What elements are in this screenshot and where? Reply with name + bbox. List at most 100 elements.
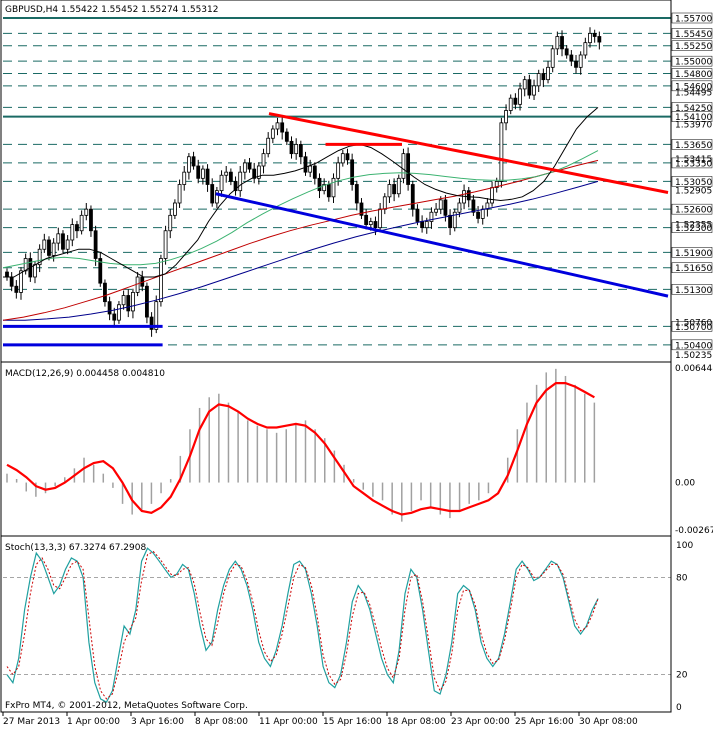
candle-body xyxy=(191,156,196,167)
price-label-box xyxy=(671,68,713,79)
candle-body xyxy=(224,171,229,176)
candle-body xyxy=(345,153,350,161)
stoch-header: Stoch(13,3,3) 67.3274 67.2908 xyxy=(5,543,146,553)
candle-body xyxy=(177,184,182,204)
candle-body xyxy=(261,153,266,167)
trendlines xyxy=(3,112,669,347)
candle-body xyxy=(368,221,373,225)
candle-body xyxy=(410,184,415,210)
stoch-tick-label: 100 xyxy=(676,541,693,551)
candle-body xyxy=(289,140,294,155)
copyright-text: FxPro MT4, © 2001-2012, MetaQuotes Softw… xyxy=(5,701,248,711)
trendline-red-upper xyxy=(268,112,669,194)
price-label-box xyxy=(671,222,713,233)
x-tick-label: 23 Apr 00:00 xyxy=(451,717,510,727)
candle-body xyxy=(214,190,219,204)
candle-body xyxy=(485,202,490,210)
price-tick-label: 1.51650 xyxy=(675,264,712,274)
price-tick-label: 1.53350 xyxy=(675,159,712,169)
candle-body xyxy=(336,162,341,179)
grid xyxy=(3,17,671,346)
candle-body xyxy=(42,239,47,250)
candle-body xyxy=(588,33,592,44)
candles xyxy=(5,27,602,337)
price-minor-label: 1.50235 xyxy=(675,351,712,361)
candle-body xyxy=(364,214,369,225)
candle-body xyxy=(256,165,261,179)
candle-body xyxy=(546,66,550,81)
candle-body xyxy=(200,168,205,179)
price-axis-labels: 1.55700 1.55450 1.55250 1.55000 1.54800 1.546… xyxy=(671,12,713,361)
panel-frames xyxy=(0,0,672,713)
moving-averages xyxy=(2,107,599,321)
candle-body xyxy=(415,208,420,222)
candle-body xyxy=(33,264,37,278)
price-minor-label: 1.53415 xyxy=(675,155,712,165)
stoch-main-line xyxy=(6,547,599,703)
candle-body xyxy=(294,144,299,155)
price-label-box xyxy=(671,139,713,150)
price-label-box xyxy=(671,321,713,332)
candle-body xyxy=(51,242,56,256)
price-tick-label: 1.50400 xyxy=(675,341,712,351)
price-tick-label: 1.53050 xyxy=(675,178,712,188)
candle-body xyxy=(89,208,93,232)
ma-blue-line xyxy=(3,180,599,321)
candle-body xyxy=(275,122,280,130)
candle-body xyxy=(84,208,89,216)
ma-fast-line xyxy=(3,107,599,278)
candle-body xyxy=(61,233,65,250)
candle-body xyxy=(457,202,462,213)
candle-body xyxy=(522,79,527,90)
candle-body xyxy=(163,230,168,259)
price-label-box xyxy=(671,157,713,169)
candle-body xyxy=(354,184,359,204)
x-tick-label: 30 Apr 08:00 xyxy=(579,717,638,727)
candle-body xyxy=(532,85,536,96)
x-tick-label: 27 Mar 2013 xyxy=(3,717,60,727)
candle-body xyxy=(574,60,578,68)
candle-body xyxy=(592,33,597,37)
candle-body xyxy=(117,304,121,321)
candle-body xyxy=(550,48,555,68)
candle-body xyxy=(508,97,513,111)
candle-body xyxy=(401,153,406,179)
ma-red-line xyxy=(2,159,599,321)
candle-body xyxy=(233,181,238,192)
stoch-axis-labels: 100 80 20 0 xyxy=(3,541,693,713)
candle-body xyxy=(103,282,107,303)
x-tick-label: 11 Apr 00:00 xyxy=(259,717,318,727)
candle-body xyxy=(378,208,383,229)
candle-body xyxy=(564,48,569,56)
candle-body xyxy=(168,214,173,232)
candle-body xyxy=(322,184,327,192)
candle-body xyxy=(518,88,522,105)
candle-body xyxy=(494,181,499,188)
candle-body xyxy=(280,122,285,133)
price-panel: 1.55700 1.55450 1.55250 1.55000 1.54800 1.546… xyxy=(2,12,713,361)
ma-green-line xyxy=(2,150,599,269)
price-label-box xyxy=(671,247,713,258)
candle-body xyxy=(47,239,51,256)
price-label-box xyxy=(671,12,713,24)
candle-body xyxy=(182,171,187,185)
price-tick-label: 1.55450 xyxy=(675,30,712,40)
candle-body xyxy=(406,153,411,185)
macd-axis-labels: 0.006448 0.00 -0.00267 xyxy=(675,364,713,536)
x-tick-label: 15 Apr 16:00 xyxy=(323,717,382,727)
price-label-box xyxy=(671,176,713,187)
price-tick-label: 1.53650 xyxy=(675,141,712,151)
candle-body xyxy=(466,190,471,201)
candle-body xyxy=(210,184,215,204)
price-label-box xyxy=(671,40,713,51)
candle-body xyxy=(340,153,345,164)
price-label-box xyxy=(671,55,713,67)
candle-body xyxy=(424,221,429,229)
candle-body xyxy=(569,54,574,62)
candle-body xyxy=(14,285,19,293)
candle-body xyxy=(219,174,224,192)
candle-body xyxy=(331,177,336,198)
trendline-blue-lower xyxy=(215,192,669,298)
candle-body xyxy=(396,177,401,195)
